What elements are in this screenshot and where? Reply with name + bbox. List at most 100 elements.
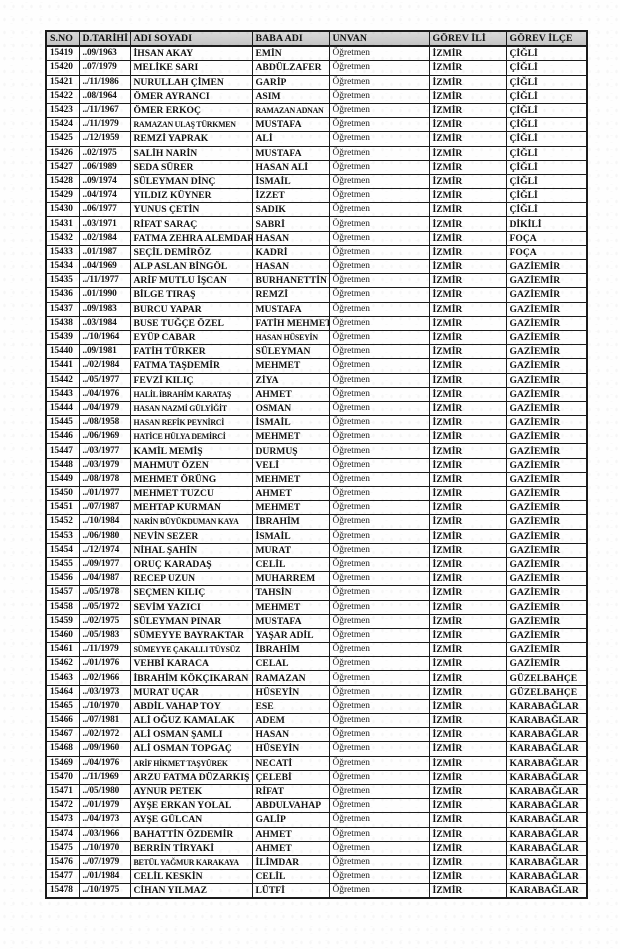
cell-father-name: ASIM xyxy=(251,88,330,104)
cell-title: Öğretmen xyxy=(328,556,430,573)
table-row: 15475 ../10/1970 BERRİN TİRYAKİ AHMET Öğretm… xyxy=(45,840,588,856)
cell-title: Öğretmen xyxy=(328,698,430,715)
cell-duty-province: İZMİR xyxy=(428,358,507,374)
cell-name-surname: İHSAN AKAY xyxy=(129,45,253,62)
cell-name-surname: SEÇİL DEMİRÖZ xyxy=(129,244,253,261)
cell-duty-district: GAZİEMİR xyxy=(505,471,588,488)
cell-duty-district: GAZİEMİR xyxy=(505,301,588,317)
cell-title: Öğretmen xyxy=(328,60,430,76)
cell-serial-no: 15425 xyxy=(45,131,80,147)
cell-name-surname: BİLGE TIRAŞ xyxy=(129,287,253,303)
cell-serial-no: 15432 xyxy=(45,230,80,246)
cell-duty-district: KARABAĞLAR xyxy=(505,712,588,729)
cell-name-surname: YILDIZ KÜYNER xyxy=(129,188,253,204)
table-row: 15478 ../10/1975 CİHAN YILMAZ LÜTFİ Öğretmen… xyxy=(45,883,588,899)
cell-duty-province: İZMİR xyxy=(428,670,507,686)
cell-serial-no: 15437 xyxy=(45,301,80,317)
cell-duty-district: GAZİEMİR xyxy=(505,627,588,644)
cell-birth-date: ../12/1959 xyxy=(78,131,131,147)
cell-birth-date: ../06/1969 xyxy=(78,429,131,445)
col-header-birth-date: D.TARİHİ xyxy=(78,30,131,48)
table-row: 15431 ..03/1971 RİFAT SARAÇ SABRİ Öğretmen İZ… xyxy=(45,216,588,232)
cell-duty-district: GAZİEMİR xyxy=(505,528,588,544)
cell-birth-date: ../11/1967 xyxy=(78,102,131,119)
cell-name-surname: CELİL KESKİN xyxy=(129,869,253,885)
cell-title: Öğretmen xyxy=(328,117,430,133)
cell-duty-province: İZMİR xyxy=(428,854,507,871)
cell-birth-date: ../09/1960 xyxy=(78,741,131,757)
cell-father-name: MUSTAFA xyxy=(251,145,330,161)
cell-name-surname: SÜMEYYE ÇAKALLI TÜYSÜZ xyxy=(129,642,253,658)
cell-serial-no: 15444 xyxy=(45,400,80,417)
table-row: 15457 ../05/1978 SEÇMEN KILIÇ TAHSİN Öğretme… xyxy=(45,585,588,601)
cell-name-surname: RECEP UZUN xyxy=(129,571,253,587)
cell-duty-district: ÇİĞLİ xyxy=(505,60,588,76)
table-row: 15449 ../08/1978 MEHMET ÖRÜNG MEHMET Öğretme… xyxy=(45,471,588,488)
cell-name-surname: ALİ OĞUZ KAMALAK xyxy=(129,712,253,729)
table-row: 15461 ../11/1979 SÜMEYYE ÇAKALLI TÜYSÜZ İBR… xyxy=(45,642,588,658)
cell-birth-date: ../09/1977 xyxy=(78,556,131,573)
cell-duty-district: GAZİEMİR xyxy=(505,315,588,331)
cell-birth-date: ../01/1979 xyxy=(78,798,131,814)
cell-serial-no: 15455 xyxy=(45,556,80,573)
cell-duty-province: İZMİR xyxy=(428,741,507,757)
table-row: 15425 ../12/1959 REMZİ YAPRAK ALİ Öğretmen İZ… xyxy=(45,131,588,147)
cell-birth-date: ../08/1978 xyxy=(78,471,131,488)
cell-duty-province: İZMİR xyxy=(428,556,507,573)
cell-title: Öğretmen xyxy=(328,571,430,587)
cell-duty-district: GAZİEMİR xyxy=(505,613,588,629)
cell-title: Öğretmen xyxy=(328,230,430,246)
table-row: 15447 ../03/1977 KAMİL MEMİŞ DURMUŞ Öğretmen… xyxy=(45,443,588,459)
cell-father-name: HASAN HÜSEYİN xyxy=(251,329,330,346)
cell-duty-province: İZMİR xyxy=(428,429,507,445)
cell-father-name: İSMAİL xyxy=(251,528,330,544)
cell-name-surname: BURCU YAPAR xyxy=(129,301,253,317)
cell-father-name: TAHSİN xyxy=(251,585,330,601)
cell-duty-province: İZMİR xyxy=(428,627,507,644)
cell-duty-province: İZMİR xyxy=(428,571,507,587)
cell-birth-date: ..09/1983 xyxy=(78,301,131,317)
cell-father-name: ADEM xyxy=(251,712,330,729)
cell-serial-no: 15431 xyxy=(45,216,80,232)
cell-duty-district: GAZİEMİR xyxy=(505,599,588,615)
cell-duty-province: İZMİR xyxy=(428,883,507,899)
cell-duty-district: ÇİĞLİ xyxy=(505,131,588,147)
cell-serial-no: 15440 xyxy=(45,344,80,360)
cell-birth-date: ../02/1975 xyxy=(78,613,131,629)
cell-duty-province: İZMİR xyxy=(428,500,507,516)
cell-birth-date: ../11/1977 xyxy=(78,273,131,289)
cell-serial-no: 15441 xyxy=(45,358,80,374)
cell-title: Öğretmen xyxy=(328,514,430,530)
table-row: 15471 ../05/1980 AYNUR PETEK RİFAT Öğretmen İ… xyxy=(45,783,588,800)
cell-duty-province: İZMİR xyxy=(428,542,507,558)
cell-name-surname: BUSE TUĞÇE ÖZEL xyxy=(129,315,253,331)
cell-serial-no: 15458 xyxy=(45,599,80,615)
cell-duty-province: İZMİR xyxy=(428,656,507,672)
cell-name-surname: MEHMET TUZCU xyxy=(129,485,253,502)
cell-name-surname: NİHAL ŞAHİN xyxy=(129,542,253,558)
cell-name-surname: ABDİL VAHAP TOY xyxy=(129,698,253,715)
cell-title: Öğretmen xyxy=(328,826,430,842)
cell-serial-no: 15466 xyxy=(45,712,80,729)
cell-father-name: HASAN xyxy=(251,258,330,275)
cell-name-surname: NEVİN SEZER xyxy=(129,528,253,544)
table-row: 15446 ../06/1969 HATİCE HÜLYA DEMİRCİ MEHME… xyxy=(45,429,588,445)
cell-duty-province: İZMİR xyxy=(428,798,507,814)
cell-father-name: MUSTAFA xyxy=(251,613,330,629)
cell-duty-province: İZMİR xyxy=(428,202,507,218)
cell-father-name: MURAT xyxy=(251,542,330,558)
table-row: 15462 ../01/1976 VEHBİ KARACA CELAL Öğretmen… xyxy=(45,656,588,672)
cell-father-name: RAMAZAN xyxy=(251,670,330,686)
cell-title: Öğretmen xyxy=(328,301,430,317)
cell-title: Öğretmen xyxy=(328,471,430,488)
cell-serial-no: 15434 xyxy=(45,258,80,275)
cell-duty-district: ÇİĞLİ xyxy=(505,159,588,175)
cell-duty-district: KARABAĞLAR xyxy=(505,769,588,785)
cell-title: Öğretmen xyxy=(328,102,430,119)
table-header: S.NO D.TARİHİ ADI SOYADI BABA ADI UNVAN … xyxy=(45,30,588,48)
cell-title: Öğretmen xyxy=(328,642,430,658)
cell-name-surname: SÜLEYMAN DİNÇ xyxy=(129,173,253,190)
cell-duty-district: FOÇA xyxy=(505,230,588,246)
col-header-father-name: BABA ADI xyxy=(251,30,330,48)
cell-name-surname: MAHMUT ÖZEN xyxy=(129,457,253,473)
